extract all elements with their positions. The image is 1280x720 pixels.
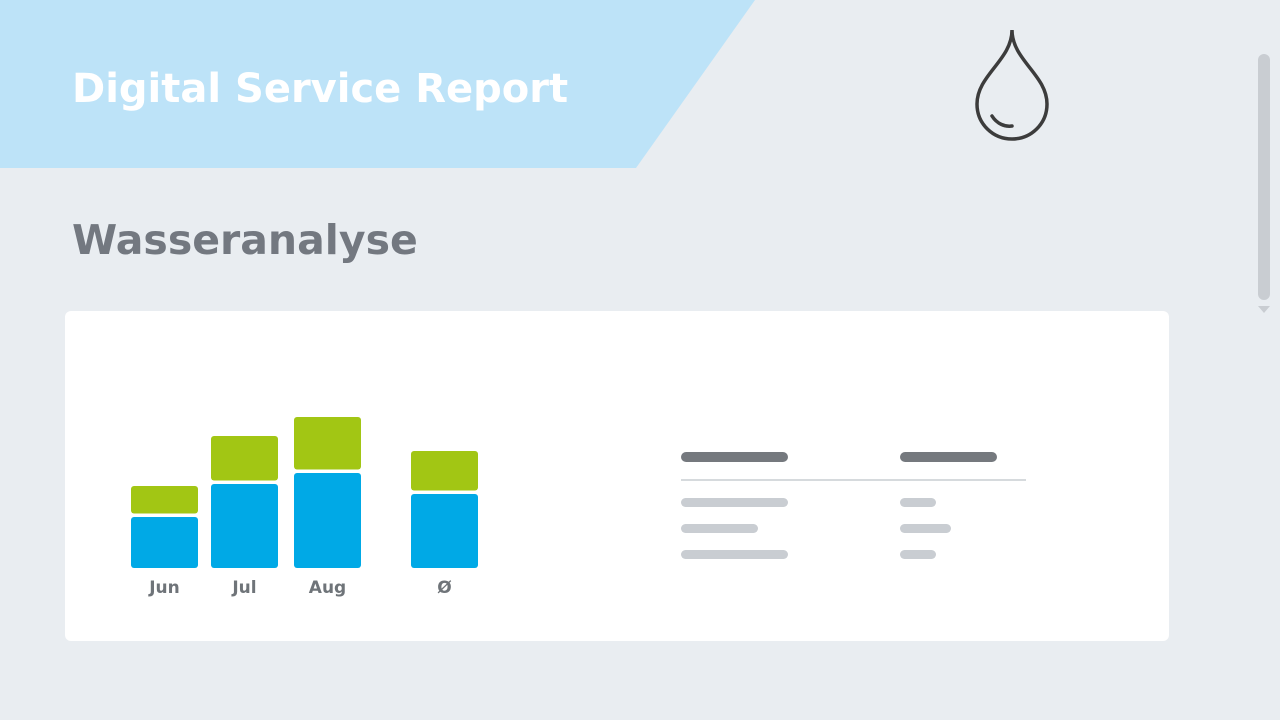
header-title: Digital Service Report	[72, 66, 568, 112]
bar-segment	[411, 494, 478, 568]
drop-icon	[975, 29, 1049, 141]
header-band	[0, 0, 755, 168]
row-placeholder	[681, 550, 788, 559]
drop-outline	[975, 29, 1049, 141]
x-tick-label: Ø	[437, 578, 451, 598]
bar-segment	[131, 486, 198, 514]
chart: Jun Jul Aug Ø	[131, 417, 478, 598]
row-placeholder	[900, 524, 951, 533]
bar-segment	[211, 436, 278, 481]
row-placeholder	[900, 498, 936, 507]
bar-segment	[294, 473, 361, 568]
scroll-down-arrow[interactable]	[1258, 306, 1270, 313]
bar-segment	[411, 451, 478, 491]
x-tick-label: Jul	[231, 578, 256, 598]
header-placeholder	[681, 452, 788, 462]
table-placeholder	[681, 452, 1026, 559]
scrollbar-thumb[interactable]	[1258, 54, 1270, 300]
bar-segment	[131, 517, 198, 568]
row-placeholder	[681, 524, 758, 533]
bar-segment	[211, 484, 278, 568]
bar-segment	[294, 417, 361, 470]
header-placeholder	[900, 452, 997, 462]
x-tick-label: Jun	[148, 578, 180, 598]
row-placeholder	[900, 550, 936, 559]
x-tick-label: Aug	[309, 578, 346, 598]
row-placeholder	[681, 498, 788, 507]
section-title: Wasseranalyse	[72, 216, 418, 264]
drop-shine	[990, 114, 1014, 128]
